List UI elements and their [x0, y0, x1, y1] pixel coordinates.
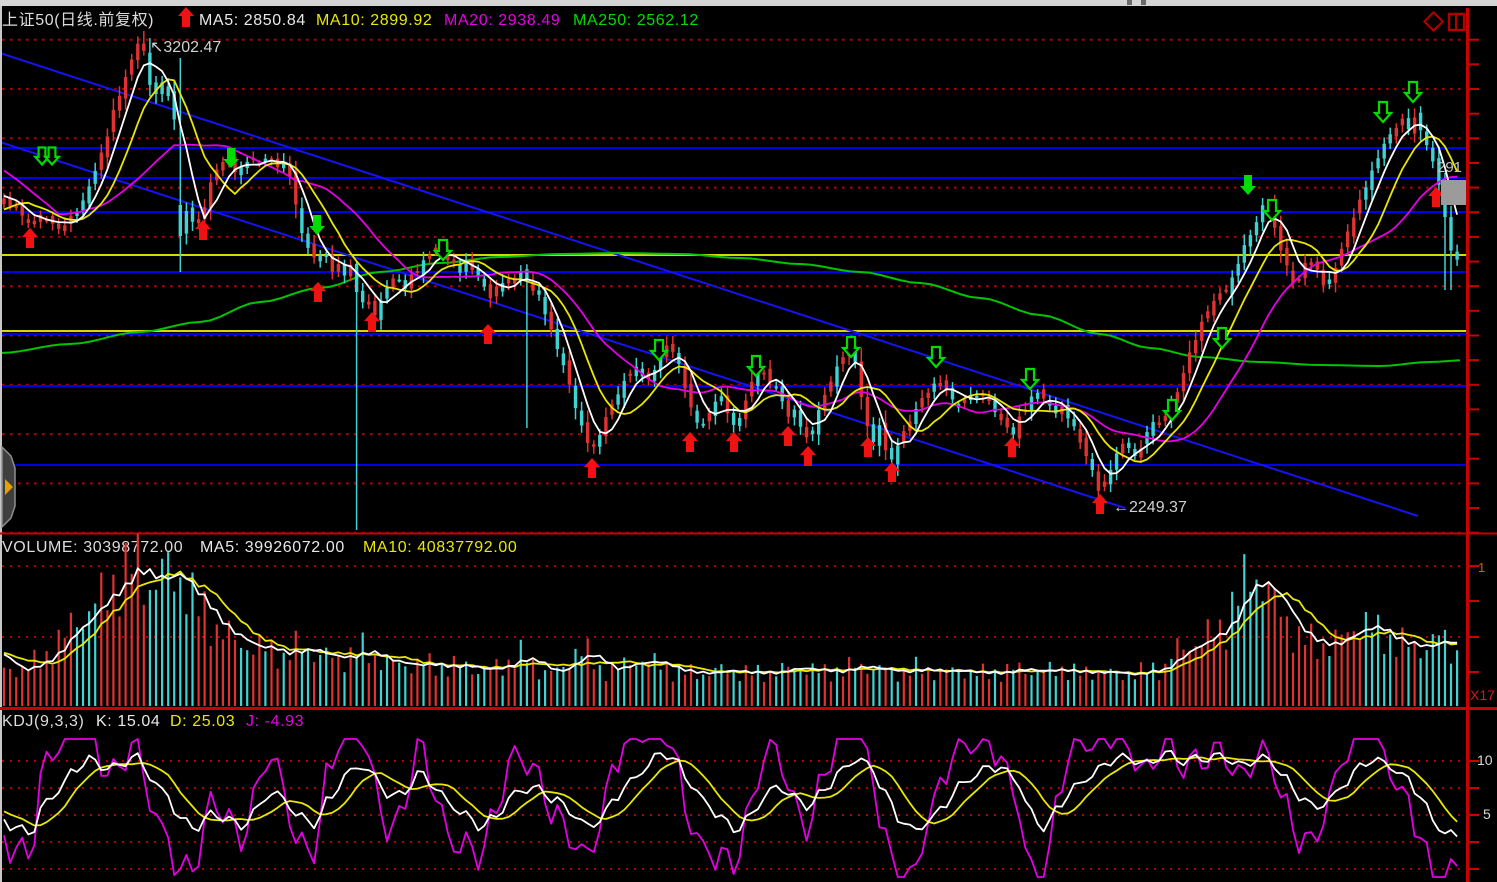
svg-text:MA20: 2938.49: MA20: 2938.49: [444, 12, 560, 29]
svg-text:MA5: 2850.84: MA5: 2850.84: [199, 12, 306, 29]
svg-text:1: 1: [1478, 560, 1485, 575]
svg-text:5: 5: [1483, 806, 1491, 822]
svg-text:MA250: 2562.12: MA250: 2562.12: [573, 12, 699, 29]
svg-text:KDJ(9,3,3): KDJ(9,3,3): [2, 713, 84, 730]
svg-text:VOLUME: 30398772.00: VOLUME: 30398772.00: [2, 539, 183, 556]
svg-text:上证50(日线.前复权): 上证50(日线.前复权): [2, 11, 154, 29]
svg-text:↖3202.47: ↖3202.47: [150, 39, 221, 56]
svg-text:J: -4.93: J: -4.93: [246, 713, 304, 730]
svg-text:MA5: 39926072.00: MA5: 39926072.00: [200, 539, 345, 556]
svg-text:←2249.37: ←2249.37: [1113, 499, 1187, 516]
svg-text:291: 291: [1437, 159, 1462, 176]
svg-text:MA10: 40837792.00: MA10: 40837792.00: [363, 539, 517, 556]
svg-text:K: 15.04: K: 15.04: [96, 713, 160, 730]
svg-text:D: 25.03: D: 25.03: [170, 713, 235, 730]
svg-text:X17: X17: [1470, 687, 1495, 703]
svg-text:MA10: 2899.92: MA10: 2899.92: [316, 12, 432, 29]
svg-text:10: 10: [1477, 752, 1493, 768]
